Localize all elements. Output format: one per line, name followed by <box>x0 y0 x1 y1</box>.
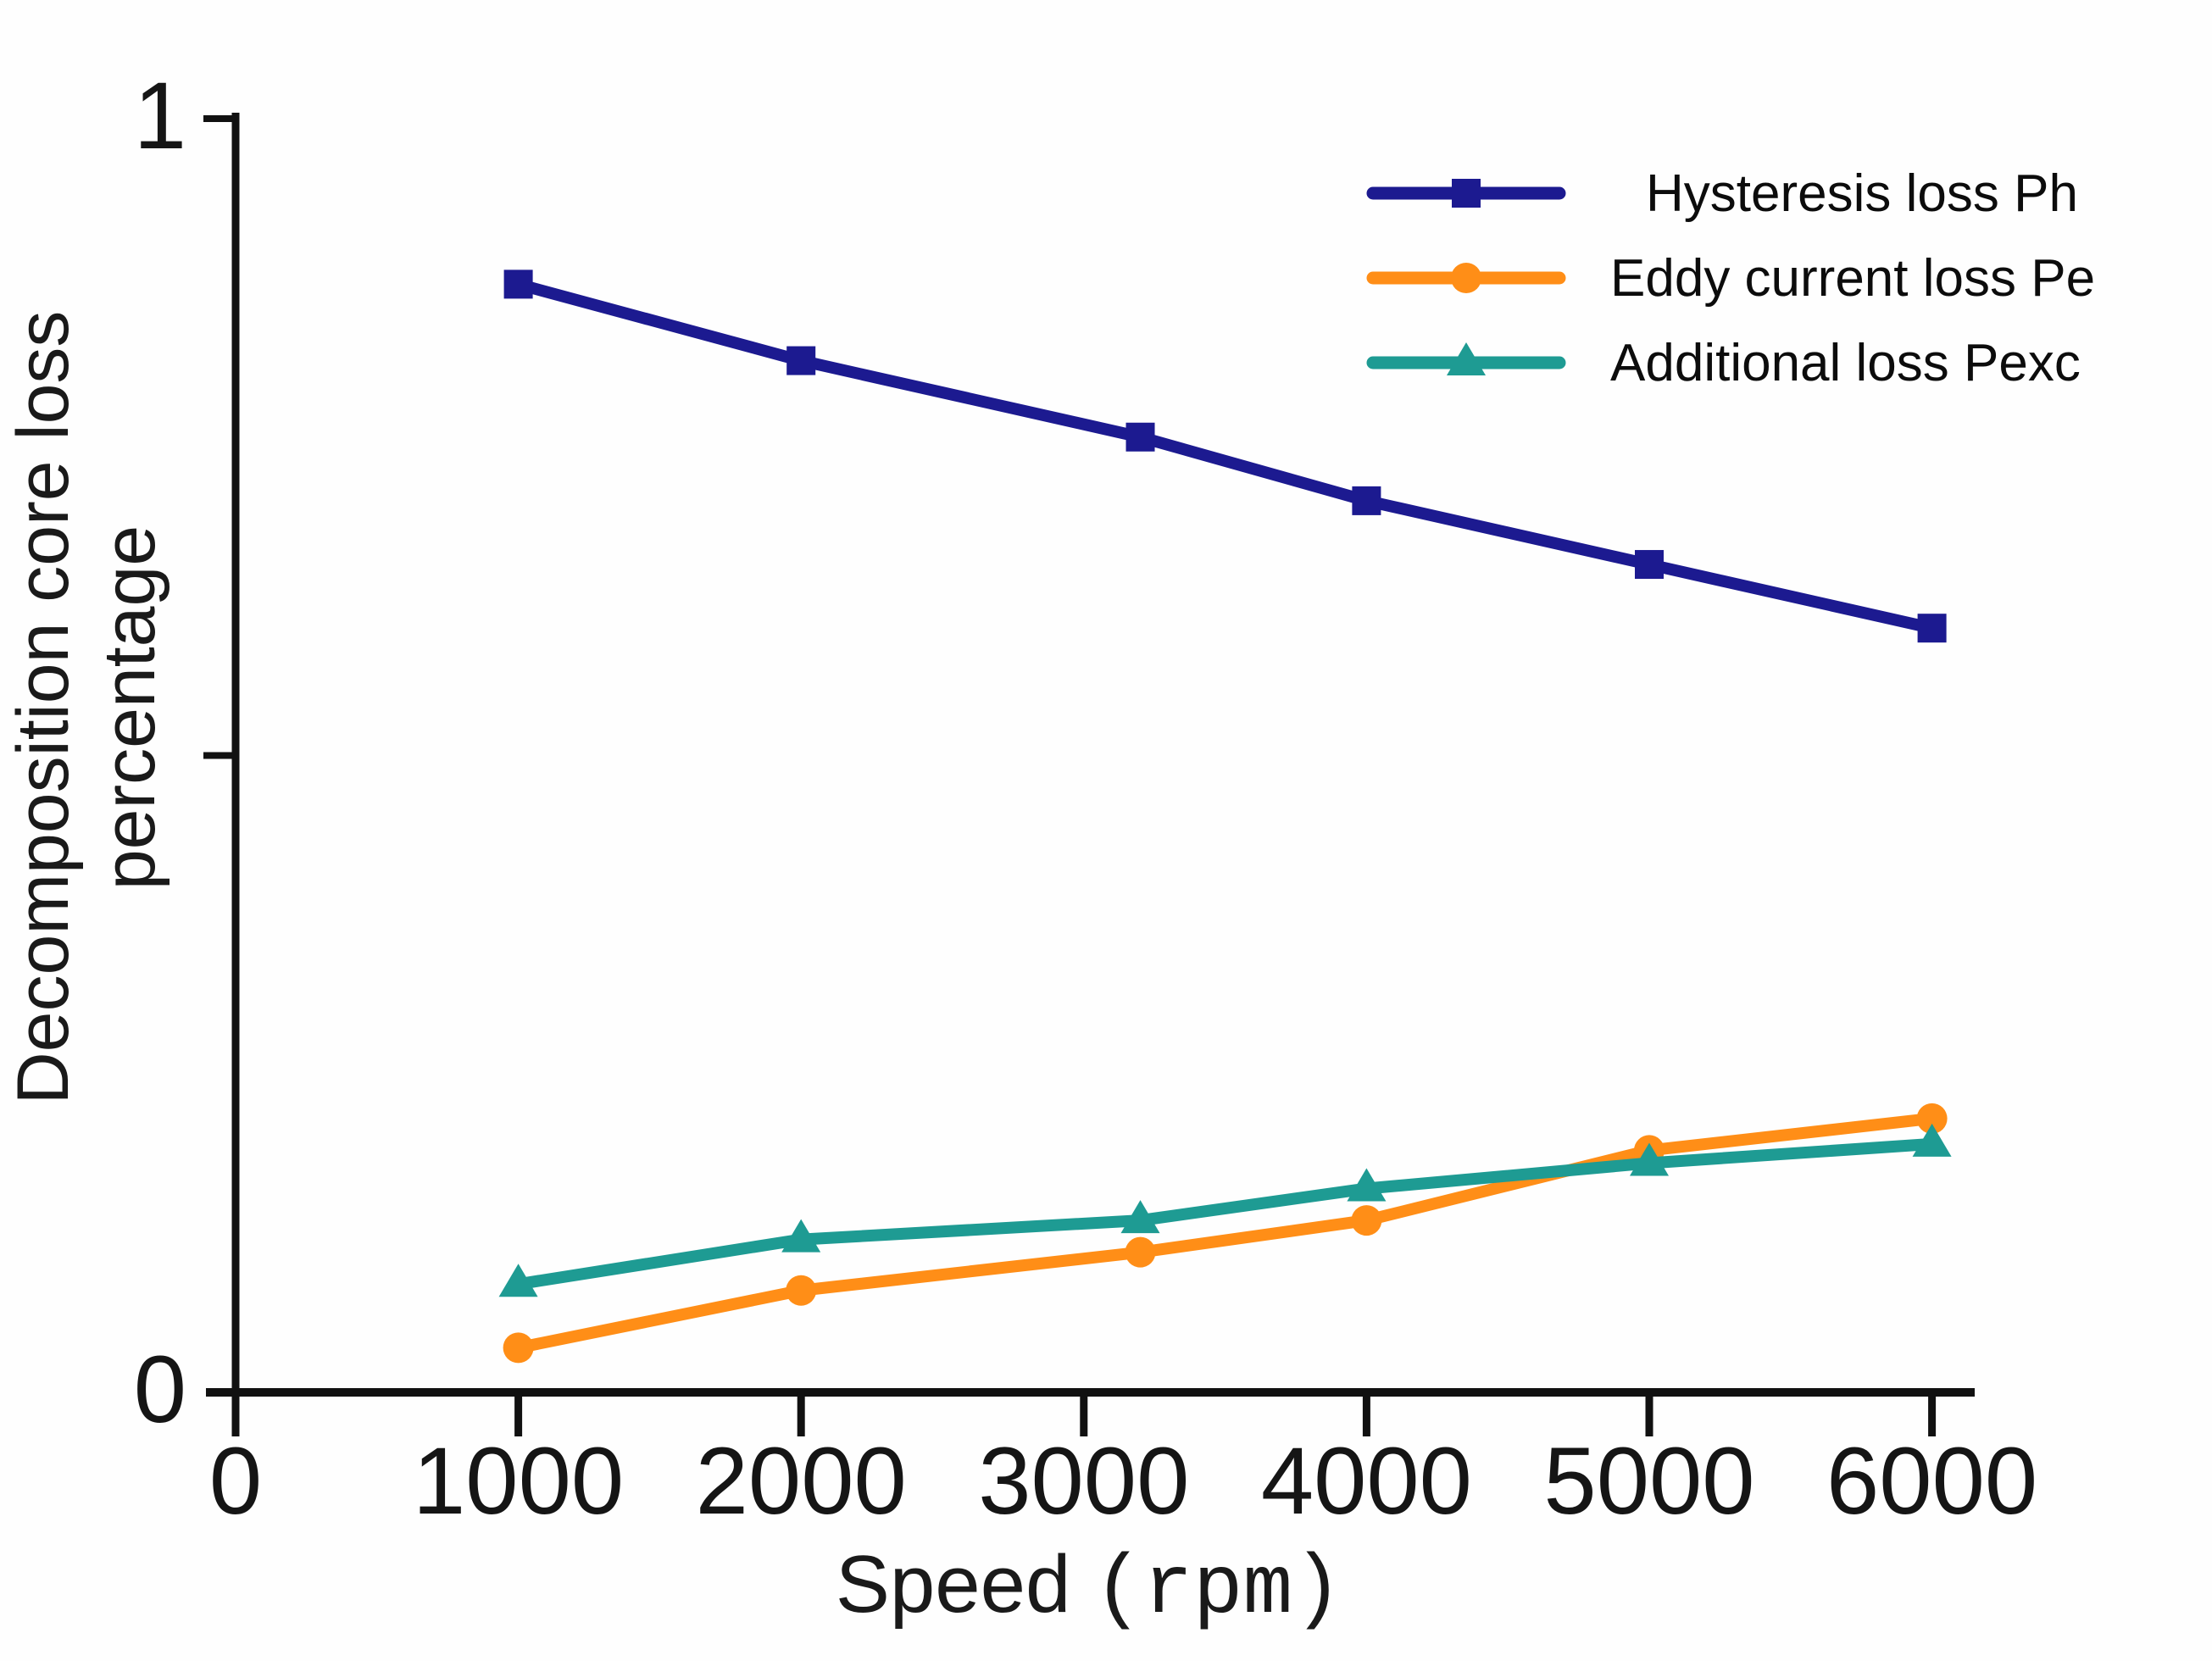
legend-sample-marker-2 <box>1447 342 1486 375</box>
legend-sample-marker-0 <box>1452 179 1481 208</box>
series-marker-2 <box>1630 1142 1669 1176</box>
x-tick-label-0: 0 <box>208 1428 263 1534</box>
series-marker-1 <box>1916 1103 1948 1134</box>
x-tick-label-5000: 5000 <box>1543 1428 1755 1534</box>
series-marker-1 <box>1125 1236 1156 1268</box>
legend-item-hysteresis: Hysteresis loss Ph <box>1610 151 2095 236</box>
series-marker-2 <box>498 1264 538 1297</box>
series-line-1 <box>512 1112 1938 1354</box>
legend-sample-marker-1 <box>1451 263 1481 293</box>
y-axis-title-line1: Decomposition core loss <box>3 310 84 1105</box>
series-marker-2 <box>1120 1200 1160 1234</box>
x-tick-label-4000: 4000 <box>1260 1428 1472 1534</box>
x-axis-unit: (rpm) <box>1093 1543 1343 1637</box>
series-marker-0 <box>786 346 816 375</box>
legend-item-additional: Additional loss Pexc <box>1610 320 2095 405</box>
legend-item-eddy: Eddy current loss Pe <box>1610 236 2095 320</box>
series-marker-2 <box>781 1219 821 1253</box>
x-tick-label-1000: 1000 <box>413 1428 625 1534</box>
series-marker-2 <box>1347 1168 1387 1202</box>
x-tick-label-6000: 6000 <box>1826 1428 2038 1534</box>
series-line-0 <box>512 278 1938 635</box>
series-marker-0 <box>1917 614 1947 643</box>
legend-label-eddy: Eddy current loss Pe <box>1610 248 2096 308</box>
x-axis-title-text: Speed <box>835 1539 1071 1630</box>
x-tick-label-3000: 3000 <box>978 1428 1190 1534</box>
x-tick-label-2000: 2000 <box>695 1428 907 1534</box>
series-marker-1 <box>503 1332 534 1364</box>
y-axis-title: Decomposition core loss percentage <box>0 311 173 1105</box>
x-axis-title: Speed (rpm) <box>836 1538 1342 1637</box>
legend-label-additional: Additional loss Pexc <box>1610 333 2081 392</box>
series-marker-0 <box>503 269 533 299</box>
series-marker-1 <box>786 1275 817 1306</box>
y-tick-label-0: 0 <box>133 1336 186 1442</box>
legend-label-hysteresis: Hysteresis loss Ph <box>1646 164 2078 223</box>
legend: Hysteresis loss Ph Eddy current loss Pe … <box>1610 151 2095 405</box>
y-axis-title-line2: percentage <box>89 525 170 891</box>
series-marker-0 <box>1352 486 1381 515</box>
series-marker-0 <box>1635 550 1664 580</box>
series-marker-0 <box>1125 422 1155 452</box>
series-marker-1 <box>1351 1205 1382 1236</box>
y-tick-label-1: 1 <box>133 63 186 169</box>
series-marker-2 <box>1912 1123 1952 1157</box>
series-line-2 <box>512 1137 1938 1291</box>
